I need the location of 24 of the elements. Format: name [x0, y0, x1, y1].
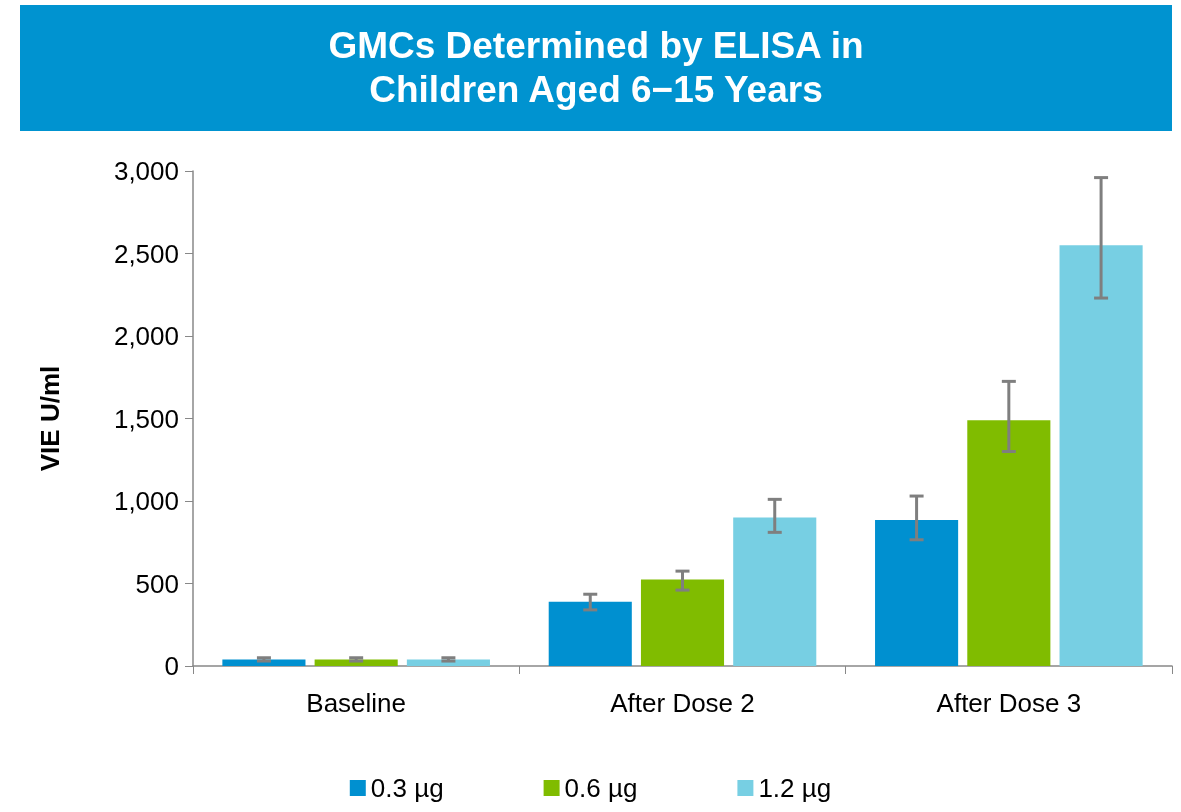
bar — [875, 519, 959, 666]
y-tick-label: 2,000 — [113, 321, 179, 351]
bar — [314, 659, 398, 666]
y-tick-label: 1,500 — [113, 403, 179, 434]
y-tick-label: 3,000 — [113, 156, 179, 186]
y-tick-label: 1,000 — [113, 486, 179, 516]
chart-title: GMCs Determined by ELISA in Children Aged 6−15 Years — [328, 24, 864, 112]
bar — [222, 659, 306, 666]
y-tick-label: 500 — [135, 568, 179, 599]
x-tick-label: Baseline — [306, 688, 407, 718]
x-tick-label: After Dose 3 — [936, 688, 1082, 718]
bar — [640, 579, 725, 666]
bar — [1059, 245, 1143, 666]
x-tick-label: After Dose 2 — [610, 688, 755, 718]
bar — [548, 601, 632, 666]
y-axis-title: VIE U/ml — [35, 365, 65, 472]
bar — [406, 659, 490, 666]
y-tick-label: 0 — [164, 651, 179, 681]
legend-label: 1.2 µg — [758, 773, 832, 803]
bar — [967, 420, 1051, 666]
legend-label: 0.3 µg — [370, 773, 444, 803]
bar — [733, 517, 817, 666]
legend-label: 0.6 µg — [564, 773, 638, 803]
y-tick-label: 2,500 — [113, 238, 179, 269]
